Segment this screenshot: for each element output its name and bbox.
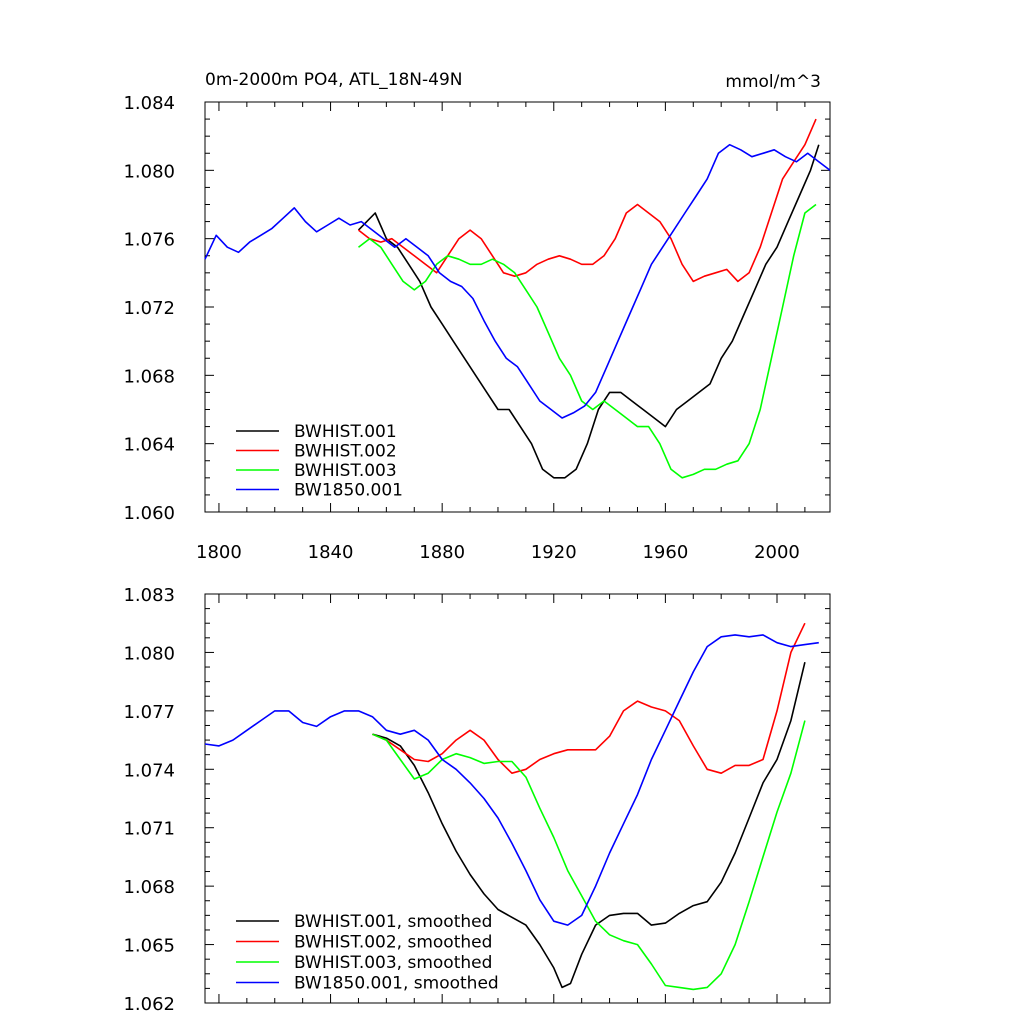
- series-line-bwhist-003: [358, 203, 817, 479]
- y-tick-label: 1.068: [123, 366, 175, 387]
- x-tick-label: 1880: [419, 542, 465, 563]
- legend-label: BWHIST.002: [294, 442, 397, 462]
- legend-label: BWHIST.003: [294, 461, 397, 481]
- top-panel: 1800 1840 1880 1920 1960 2000 1.060 1.064 1.068 1…: [123, 70, 831, 563]
- x-tick-label: 2000: [754, 542, 800, 563]
- series-line-bwhist-002: [358, 118, 817, 283]
- legend-label: BWHIST.002, smoothed: [294, 933, 492, 953]
- legend-label: BWHIST.001: [294, 422, 397, 442]
- series-line-bwhist-002-smoothed: [372, 622, 806, 775]
- y-tick-label: 1.080: [123, 161, 175, 182]
- y-tick-label: 1.072: [123, 298, 175, 319]
- y-tick-label: 1.074: [123, 760, 175, 781]
- y-tick-label: 1.080: [123, 643, 175, 664]
- series-line-bw1850-001-smoothed: [204, 634, 819, 926]
- series-line-bwhist-003-smoothed: [372, 720, 806, 991]
- legend-label: BW1850.001, smoothed: [294, 974, 499, 994]
- series-line-bwhist-001-smoothed: [372, 662, 806, 989]
- y-tick-label: 1.083: [123, 585, 175, 606]
- y-tick-label: 1.064: [123, 435, 175, 456]
- x-tick-label: 1800: [196, 542, 242, 563]
- chart-title: 0m-2000m PO4, ATL_18N-49N: [205, 70, 463, 90]
- y-tick-label: 1.068: [123, 877, 175, 898]
- units-label: mmol/m^3: [725, 72, 821, 92]
- legend-label: BWHIST.001, smoothed: [294, 912, 492, 932]
- y-tick-label: 1.076: [123, 230, 175, 251]
- bottom-panel: 1.062 1.065 1.068 1.071 1.074 1.077 1.080 1.083…: [123, 585, 831, 1015]
- x-tick-label: 1960: [642, 542, 688, 563]
- series-line-bwhist-001: [357, 144, 820, 479]
- y-tick-label: 1.084: [123, 93, 175, 114]
- legend-label: BWHIST.003, smoothed: [294, 953, 492, 973]
- x-tick-label: 1840: [308, 542, 354, 563]
- y-tick-label: 1.065: [123, 936, 175, 957]
- series-line-bw1850-001: [204, 143, 831, 419]
- legend-label: BW1850.001: [294, 481, 403, 501]
- y-tick-label: 1.077: [123, 702, 175, 723]
- y-tick-label: 1.060: [123, 503, 175, 524]
- x-tick-label: 1920: [531, 542, 577, 563]
- y-tick-label: 1.062: [123, 994, 175, 1015]
- y-tick-label: 1.071: [123, 819, 175, 840]
